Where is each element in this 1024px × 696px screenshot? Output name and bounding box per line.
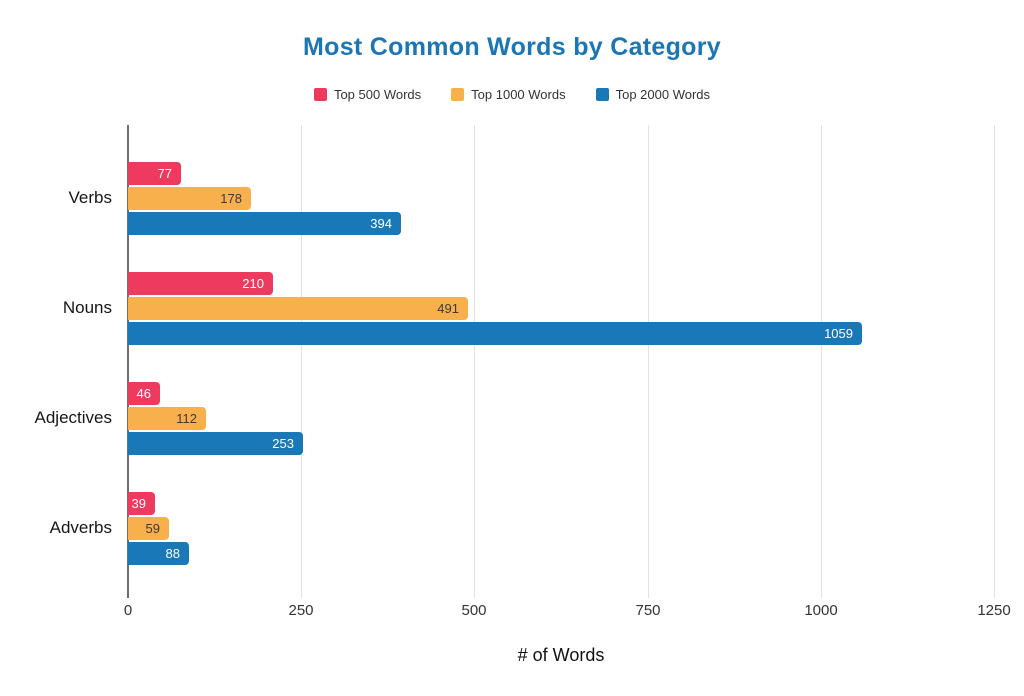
bar-verbs-series-1: 77	[128, 162, 181, 185]
bar-value-label: 491	[437, 301, 459, 316]
x-tick-label: 500	[461, 602, 487, 619]
bar-value-label: 253	[272, 436, 294, 451]
bar-value-label: 1059	[824, 326, 853, 341]
bar-verbs-series-3: 394	[128, 212, 401, 235]
bar-verbs-series-2: 178	[128, 187, 251, 210]
bar-adverbs-series-3: 88	[128, 542, 189, 565]
gridline	[648, 125, 649, 598]
x-tick-label: 1250	[977, 602, 1011, 619]
legend-swatch-icon	[451, 88, 465, 101]
category-label: Adjectives	[34, 408, 112, 427]
x-tick-label: 750	[635, 602, 661, 619]
bar-value-label: 46	[136, 386, 151, 401]
bar-adverbs-series-1: 39	[128, 492, 155, 515]
legend-label: Top 500 Words	[333, 87, 422, 102]
bar-value-label: 77	[157, 166, 172, 181]
bar-value-label: 112	[176, 411, 197, 426]
chart-title: Most Common Words by Category	[303, 33, 721, 61]
legend-label: Top 2000 Words	[615, 87, 711, 102]
x-axis-title: # of Words	[517, 645, 605, 665]
gridline	[474, 125, 475, 598]
x-tick-label: 0	[123, 602, 133, 619]
bar-value-label: 178	[220, 191, 242, 206]
gridline	[301, 125, 302, 598]
category-label: Nouns	[62, 298, 112, 317]
bar-nouns-series-2: 491	[128, 297, 468, 320]
category-label: Adverbs	[49, 518, 112, 537]
legend: Top 500 Words Top 1000 Words Top 2000 Word…	[0, 87, 1024, 102]
legend-label: Top 1000 Words	[471, 87, 566, 102]
bar-value-label: 210	[242, 276, 264, 291]
bar-adjectives-series-1: 46	[128, 382, 160, 405]
bar-value-label: 59	[145, 521, 160, 536]
legend-item: Top 1000 Words	[451, 87, 566, 102]
category-label: Verbs	[68, 188, 112, 207]
gridline	[994, 125, 995, 598]
legend-swatch-icon	[313, 88, 327, 101]
bar-nouns-series-3: 1059	[128, 322, 862, 345]
x-tick-label: 250	[288, 602, 314, 619]
bar-adverbs-series-2: 59	[128, 517, 169, 540]
plot-area: 77 178 394 210 491 1059 46 112 253 39 59 88	[127, 125, 995, 598]
legend-item: Top 2000 Words	[595, 87, 711, 102]
legend-item: Top 500 Words	[313, 87, 422, 102]
bar-value-label: 394	[370, 216, 392, 231]
y-axis-line	[127, 125, 129, 598]
bar-adjectives-series-3: 253	[128, 432, 303, 455]
bar-adjectives-series-2: 112	[128, 407, 206, 430]
x-tick-label: 1000	[804, 602, 838, 619]
bar-value-label: 88	[165, 546, 180, 561]
bar-nouns-series-1: 210	[128, 272, 273, 295]
gridline	[821, 125, 822, 598]
legend-swatch-icon	[595, 88, 609, 101]
bar-value-label: 39	[131, 496, 146, 511]
